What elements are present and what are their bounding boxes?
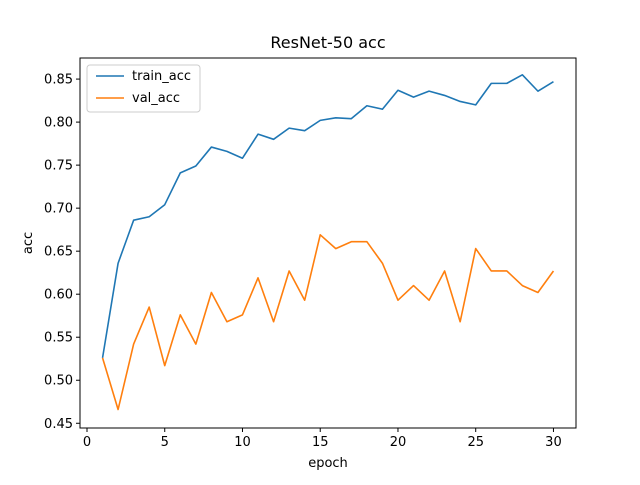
y-tick-label: 0.45 [44, 417, 73, 432]
y-tick-label: 0.55 [44, 331, 73, 346]
y-axis: 0.45 0.50 0.55 0.60 0.65 0.70 0.75 0.80 0.85 [44, 73, 80, 432]
legend-label-val-acc: val_acc [132, 91, 180, 106]
series-line-train-acc [101, 73, 554, 358]
legend-label-train-acc: train_acc [132, 69, 191, 84]
x-tick-label: 25 [467, 435, 484, 450]
legend: train_acc val_acc [86, 64, 201, 113]
series-line-val-acc [101, 234, 555, 411]
y-tick-label: 0.85 [44, 73, 73, 88]
axes-frame [79, 57, 577, 429]
y-axis-label: acc [21, 232, 36, 254]
plot-area [79, 57, 577, 429]
y-tick-label: 0.75 [44, 159, 73, 174]
x-tick-label: 5 [161, 435, 169, 450]
x-axis-label: epoch [308, 456, 348, 471]
x-tick-label: 10 [234, 435, 251, 450]
y-tick-label: 0.70 [44, 202, 73, 217]
x-tick-label: 30 [545, 435, 562, 450]
y-tick-label: 0.65 [44, 245, 73, 260]
x-tick-label: 15 [312, 435, 329, 450]
x-axis: 0 5 10 15 20 25 30 [83, 428, 562, 450]
x-tick-label: 0 [83, 435, 91, 450]
y-tick-label: 0.50 [44, 374, 73, 389]
series-layer [101, 73, 555, 411]
y-tick-label: 0.80 [44, 116, 73, 131]
x-tick-label: 20 [390, 435, 407, 450]
chart-title: ResNet-50 acc [270, 33, 385, 52]
y-tick-label: 0.60 [44, 288, 73, 303]
